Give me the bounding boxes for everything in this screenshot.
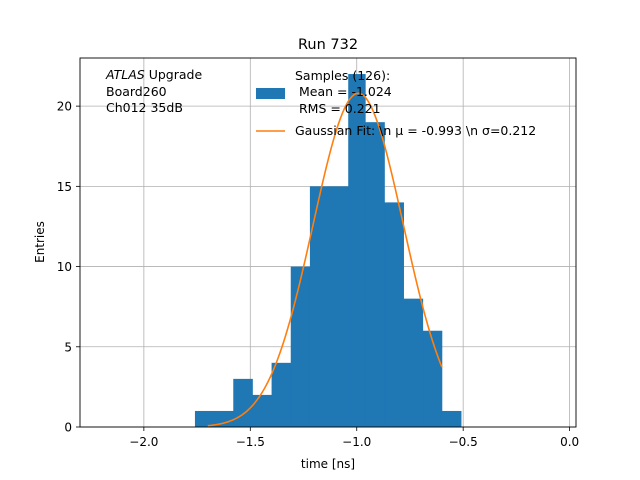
y-axis-ticks: 0 5 10 15 20 (57, 100, 80, 435)
y-tick-label: 10 (57, 260, 72, 274)
chart-title: Run 732 (298, 37, 358, 53)
histogram-bar (233, 378, 253, 427)
x-tick-label: −1.5 (236, 435, 265, 449)
histogram-bar (403, 298, 424, 427)
atlas-rest: Upgrade (145, 67, 203, 82)
legend-histogram-line-1: Samples (126): (295, 68, 390, 83)
legend: Samples (126): Mean = -1.024 RMS = 0.221… (256, 68, 536, 138)
x-tick-label: −2.0 (129, 435, 158, 449)
histogram-bar (441, 410, 462, 427)
x-axis-label: time [ns] (301, 457, 355, 471)
histogram-bar (348, 74, 366, 427)
y-axis-label: Entries (33, 221, 47, 263)
y-tick-label: 0 (64, 421, 72, 435)
legend-histogram-line-3: RMS = 0.221 (295, 101, 381, 116)
histogram-bar (252, 394, 272, 427)
histogram-bars (194, 74, 462, 427)
annotation-line-1: ATLAS Upgrade (105, 67, 202, 82)
legend-histogram-swatch (256, 88, 285, 99)
y-tick-label: 20 (57, 100, 72, 114)
histogram-bar (214, 410, 234, 427)
x-axis-ticks: −2.0 −1.5 −1.0 −0.5 0.0 (129, 427, 579, 449)
annotation-line-2: Board260 (106, 84, 167, 99)
histogram-bar (194, 410, 215, 427)
histogram-bar (290, 266, 311, 427)
x-tick-label: 0.0 (560, 435, 579, 449)
x-tick-label: −1.0 (342, 435, 371, 449)
annotation-box: ATLAS Upgrade Board260 Ch012 35dB (105, 67, 202, 115)
histogram-bar (365, 122, 385, 427)
legend-histogram-line-2: Mean = -1.024 (295, 84, 392, 99)
plot-frame (79, 57, 577, 428)
y-tick-label: 15 (57, 180, 72, 194)
atlas-label: ATLAS (105, 67, 145, 82)
histogram-bar (309, 186, 330, 427)
histogram-bar (271, 362, 292, 427)
histogram-bar (384, 202, 404, 427)
legend-fit-label: Gaussian Fit: \n μ = -0.993 \n σ=0.212 (295, 123, 536, 138)
y-tick-label: 5 (64, 340, 72, 354)
annotation-line-3: Ch012 35dB (106, 100, 183, 115)
histogram-bar (329, 186, 349, 427)
histogram-bar (422, 330, 443, 427)
x-tick-label: −0.5 (449, 435, 478, 449)
gaussian-fit-curve (207, 92, 443, 427)
